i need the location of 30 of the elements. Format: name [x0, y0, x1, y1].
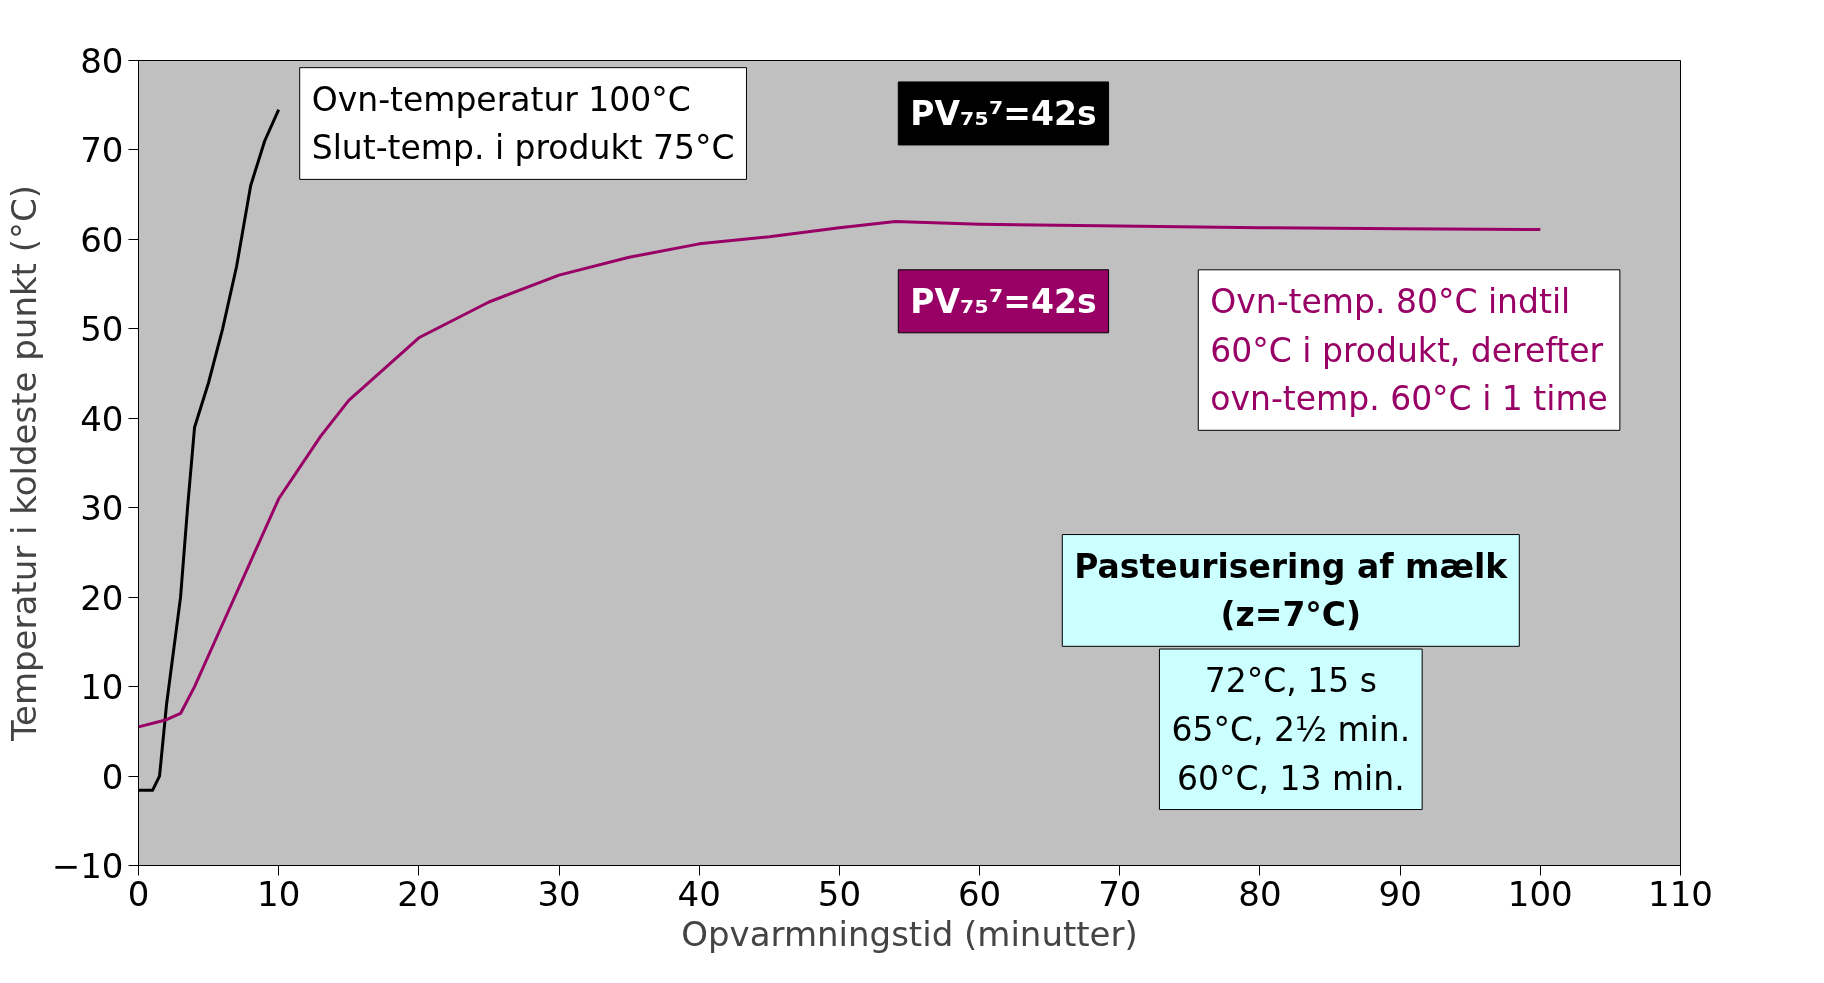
- y-tick-label: 0: [101, 756, 124, 797]
- y-tick-label: 40: [80, 398, 124, 439]
- x-axis-title: Opvarmningstid (minutter): [681, 913, 1138, 954]
- y-tick-label: 80: [80, 41, 124, 81]
- annotation: PV₇₅⁷=42s: [910, 281, 1097, 321]
- x-tick-label: 80: [1238, 873, 1282, 914]
- x-tick-label: 10: [257, 873, 301, 914]
- x-tick-label: 90: [1378, 873, 1422, 914]
- annotation: PV₇₅⁷=42s: [910, 93, 1097, 133]
- y-axis-title: Temperatur i koldeste punkt (°C): [3, 184, 44, 743]
- x-tick-label: 0: [127, 873, 150, 914]
- y-tick-label: 50: [80, 309, 124, 350]
- x-tick-label: 110: [1648, 873, 1713, 914]
- annotation: Ovn-temp. 80°C indtil 60°C i produkt, derefter ovn-temp. 60°C i 1 time: [1210, 281, 1608, 419]
- y-tick-label: 30: [80, 488, 124, 529]
- x-tick-label: 60: [957, 873, 1002, 914]
- y-tick-label: 60: [80, 219, 124, 260]
- y-tick-label: 20: [80, 577, 124, 618]
- y-tick-label: 70: [80, 130, 124, 171]
- annotation: Pasteurisering af mælk (z=7°C): [1074, 546, 1509, 635]
- annotation: 72°C, 15 s 65°C, 2½ min. 60°C, 13 min.: [1171, 661, 1411, 798]
- x-tick-label: 20: [397, 873, 441, 914]
- x-tick-label: 100: [1507, 873, 1573, 914]
- x-tick-label: 30: [537, 873, 581, 914]
- x-tick-label: 50: [817, 873, 862, 914]
- y-tick-label: 10: [80, 667, 124, 708]
- x-tick-label: 70: [1098, 873, 1142, 914]
- x-tick-label: 40: [677, 873, 721, 914]
- annotation: Ovn-temperatur 100°C Slut-temp. i produkt 75°C: [311, 79, 735, 168]
- y-tick-label: −10: [51, 846, 124, 886]
